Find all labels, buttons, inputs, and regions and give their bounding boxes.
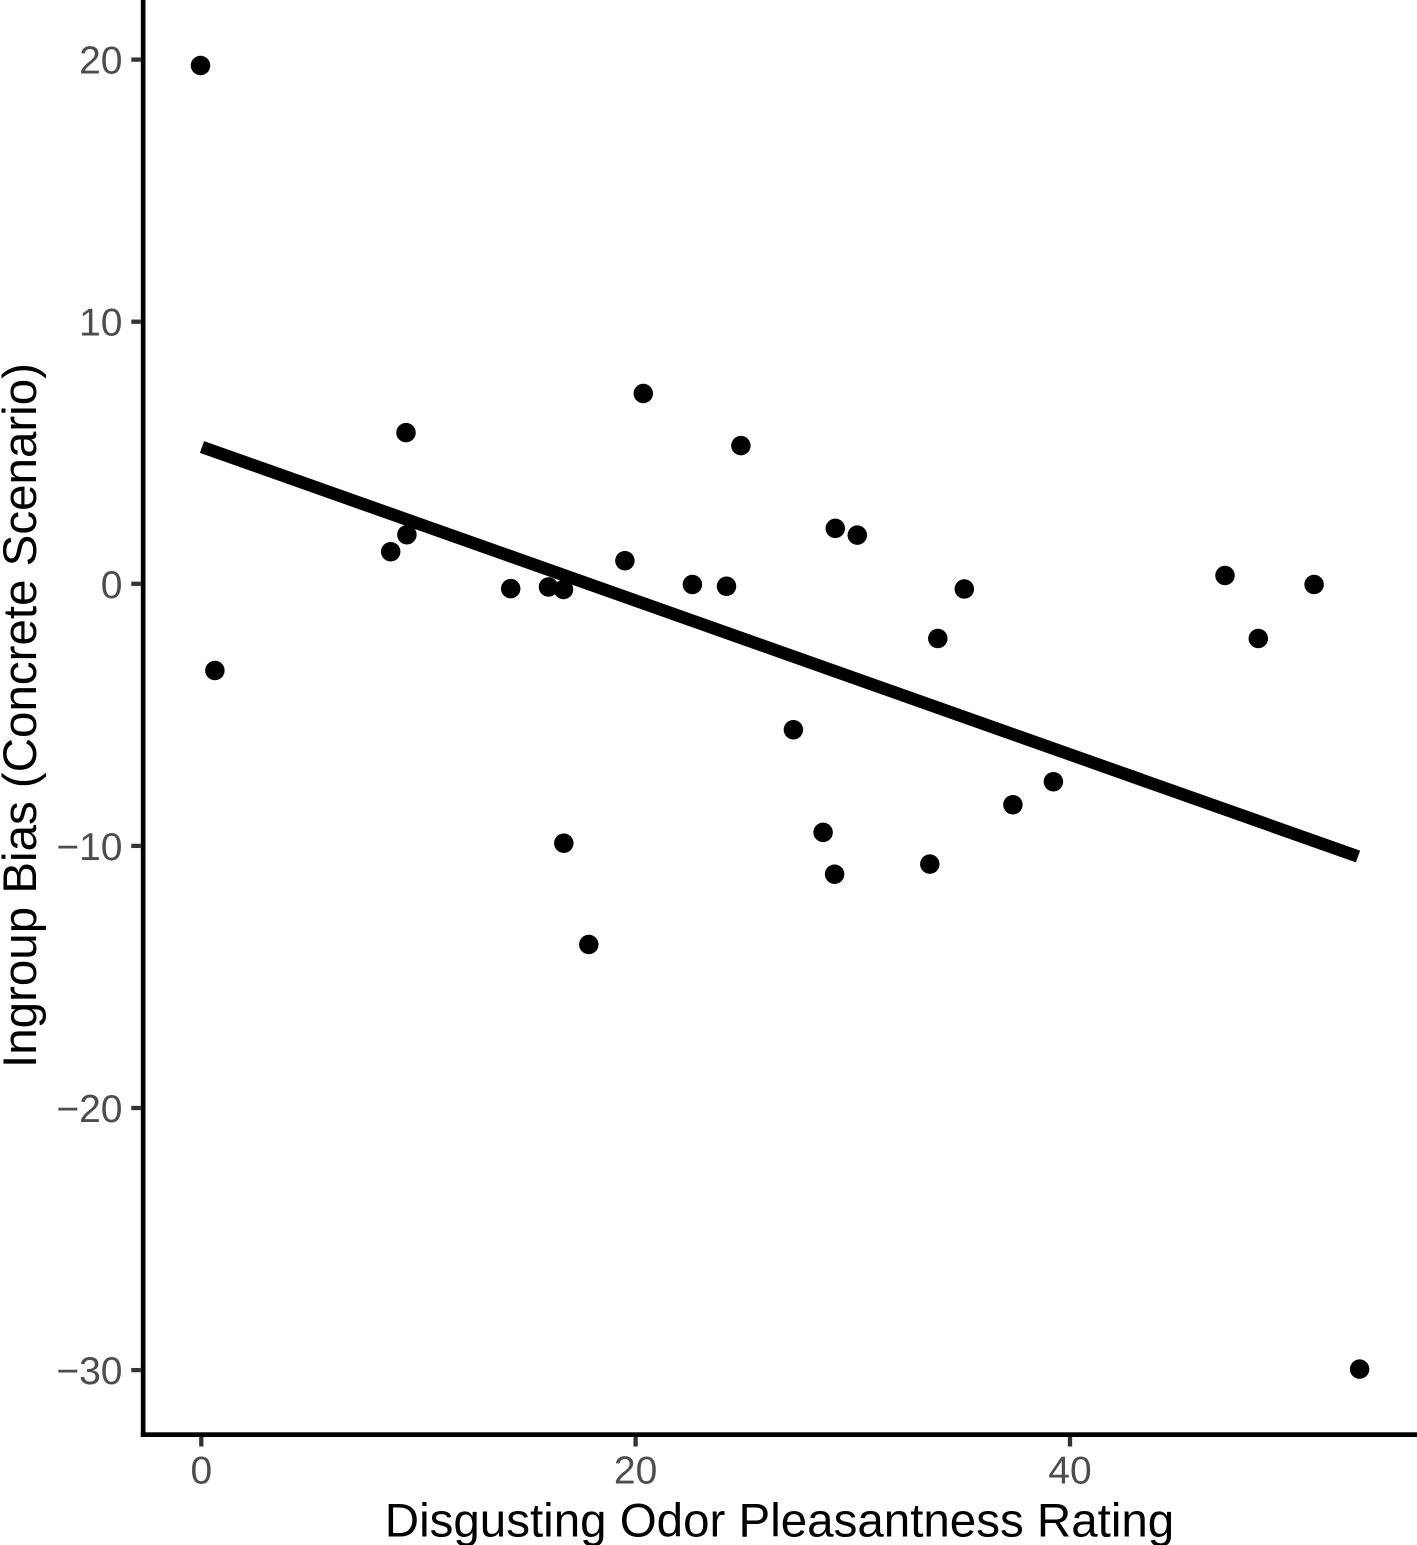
svg-text:40: 40 — [1048, 1450, 1091, 1493]
svg-text:−10: −10 — [56, 826, 122, 869]
svg-text:Ingroup Bias (Concrete Scenari: Ingroup Bias (Concrete Scenario) — [0, 363, 47, 1068]
svg-text:−20: −20 — [56, 1088, 122, 1131]
svg-text:−30: −30 — [56, 1350, 122, 1393]
svg-text:20: 20 — [79, 40, 122, 83]
svg-text:0: 0 — [190, 1450, 212, 1493]
svg-text:0: 0 — [101, 564, 123, 607]
svg-text:10: 10 — [79, 302, 122, 345]
svg-text:Disgusting Odor Pleasantness R: Disgusting Odor Pleasantness Rating — [385, 1495, 1174, 1545]
svg-text:20: 20 — [614, 1450, 657, 1493]
